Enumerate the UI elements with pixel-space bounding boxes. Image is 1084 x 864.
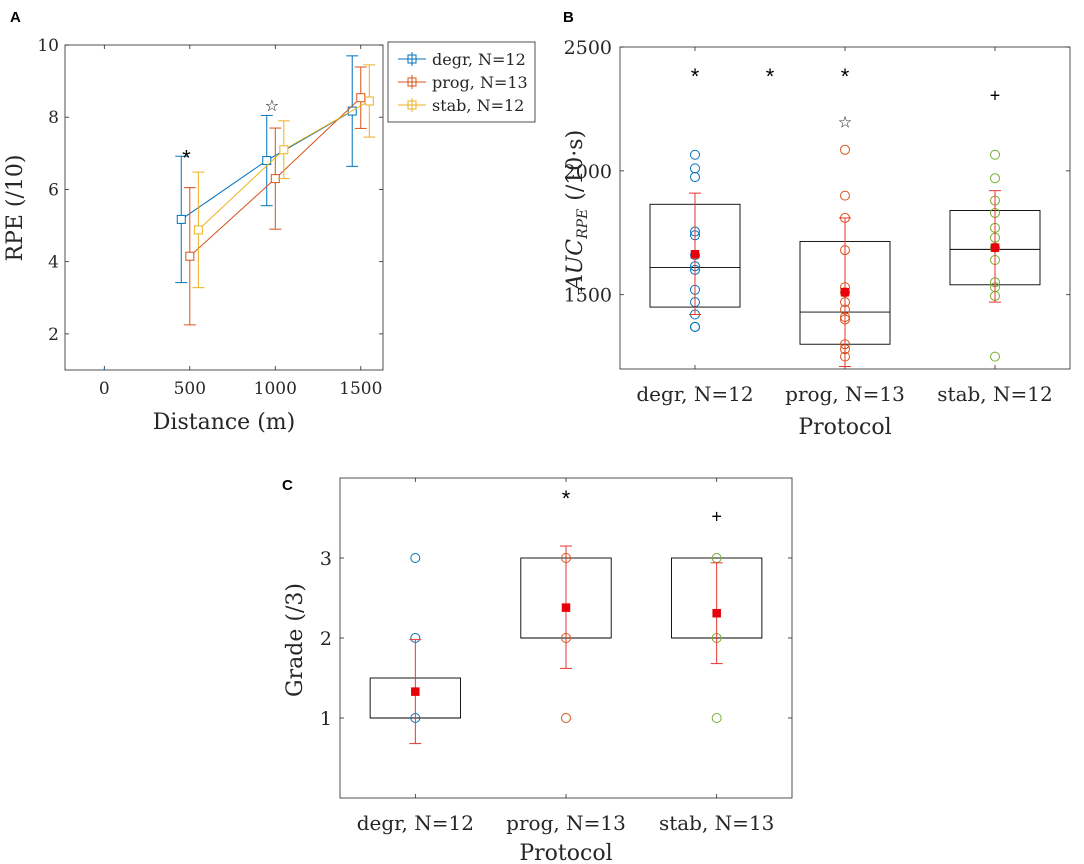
panel-b-data-point bbox=[690, 321, 700, 332]
panel-c-data-point bbox=[561, 713, 571, 723]
legend-degr-label: degr, N=12 bbox=[432, 50, 526, 69]
panel-a-xtick-label: 1000 bbox=[254, 379, 297, 399]
panel-b-data-point bbox=[990, 351, 1000, 362]
data-point-marker bbox=[176, 214, 186, 224]
panel-a-ticks: 0 500 1000 1500 2 4 6 8 10 bbox=[37, 36, 383, 399]
panel-b-data-point bbox=[690, 149, 700, 160]
panel-b-significance-mark: + bbox=[990, 85, 1001, 105]
data-point-marker bbox=[193, 225, 203, 235]
panel-c-significance-mark: + bbox=[711, 506, 722, 526]
panel-a-letter: A bbox=[10, 9, 21, 26]
panel-c-category-label: prog, N=13 bbox=[506, 811, 626, 835]
panel-c-plot-area: *+ bbox=[369, 486, 763, 745]
panel-a-xlabel: Distance (m) bbox=[153, 410, 295, 435]
panel-b-category-label: degr, N=12 bbox=[636, 382, 753, 406]
panel-b-ylabel-unit: (/10·s) bbox=[563, 130, 588, 201]
panel-a-xtick-label: 1500 bbox=[339, 379, 382, 399]
legend-stab-label: stab, N=12 bbox=[432, 96, 524, 115]
panel-b-ytick-label: 2000 bbox=[564, 161, 612, 183]
panel-a-ytick-label: 4 bbox=[48, 253, 59, 273]
significance-mark: * bbox=[182, 145, 191, 170]
panel-c-ytick-label: 1 bbox=[320, 708, 332, 730]
panel-b-significance-mark: * bbox=[691, 64, 700, 89]
panel-c-ytick-label: 3 bbox=[320, 548, 332, 570]
panel-b-data-point bbox=[690, 172, 700, 183]
panel-c-ytick-label: 2 bbox=[320, 628, 332, 650]
panel-c-xlabel: Protocol bbox=[519, 841, 612, 864]
panel-a-ytick-label: 8 bbox=[48, 108, 59, 128]
panel-b-data-point bbox=[840, 144, 850, 155]
panel-a-xtick-label: 0 bbox=[99, 379, 110, 399]
panel-c-mean-marker bbox=[411, 687, 420, 696]
panel-b-significance-mark: * bbox=[766, 64, 775, 89]
panel-c-ylabel: Grade (/3) bbox=[283, 583, 308, 697]
panel-a-ytick-label: 6 bbox=[48, 180, 59, 200]
legend-prog-label: prog, N=13 bbox=[432, 73, 528, 92]
panel-b-data-point bbox=[990, 173, 1000, 184]
panel-b-ticks: degr, N=12 prog, N=13 stab, N=12 1500 2000 25… bbox=[564, 37, 1070, 406]
panel-b-ylabel-sub: RPE bbox=[575, 209, 591, 240]
panel-c-mean-marker bbox=[712, 608, 721, 618]
panel-a-legend: degr, N=12 prog, N=13 stab, N=12 bbox=[387, 41, 536, 123]
panel-c-ticks: degr, N=12 prog, N=13 stab, N=13 1 2 3 bbox=[320, 478, 792, 835]
svg-text:AUCRPE(/10·s): AUCRPE (/10·s) bbox=[563, 130, 591, 292]
panel-b-significance-mark: * bbox=[841, 64, 850, 89]
significance-mark: ☆ bbox=[265, 98, 279, 115]
panel-a-xtick-label: 500 bbox=[174, 379, 206, 399]
panel-b-data-point bbox=[690, 163, 700, 174]
panel-b-significance-mark: ☆ bbox=[838, 114, 852, 131]
legend-prog-marker bbox=[407, 77, 417, 87]
data-point-marker bbox=[356, 93, 366, 103]
panel-c-category-label: stab, N=13 bbox=[659, 811, 774, 835]
panel-b-letter: B bbox=[563, 9, 574, 26]
panel-c-data-point bbox=[410, 553, 421, 563]
panel-a-axes-box bbox=[64, 44, 384, 371]
legend-stab-marker bbox=[407, 100, 417, 110]
legend-degr-marker bbox=[407, 54, 417, 64]
panel-a-ytick-label: 2 bbox=[48, 325, 59, 345]
panel-c-significance-mark: * bbox=[562, 486, 571, 511]
panel-b-mean-marker bbox=[690, 250, 700, 259]
data-point-marker bbox=[364, 96, 374, 106]
legend-entry-stab: stab, N=12 bbox=[398, 96, 524, 115]
panel-c-category-label: degr, N=12 bbox=[357, 811, 474, 835]
panel-c-data-point bbox=[711, 713, 722, 723]
panel-b-xlabel: Protocol bbox=[798, 415, 891, 440]
panel-b-category-label: prog, N=13 bbox=[785, 382, 905, 406]
data-point-marker bbox=[185, 251, 195, 261]
panel-b-category-label: stab, N=12 bbox=[937, 382, 1052, 406]
panel-a-ytick-label: 10 bbox=[37, 36, 59, 56]
data-point-marker bbox=[279, 145, 289, 155]
panel-b-ylabel-main: AUC bbox=[563, 239, 588, 292]
panel-b-data-point bbox=[840, 190, 850, 201]
panel-b-mean-marker bbox=[990, 243, 1000, 252]
panel-c-mean-marker bbox=[561, 603, 571, 612]
panel-a-ylabel: RPE (/10) bbox=[3, 155, 28, 262]
panel-b-ytick-label: 2500 bbox=[564, 37, 612, 59]
panel-a-plot-area: *☆ bbox=[175, 55, 376, 326]
panel-b-box-chart: degr, N=12 prog, N=13 stab, N=12 1500 2000 25… bbox=[563, 37, 1071, 440]
panel-b-mean-marker bbox=[840, 287, 850, 297]
panel-b-data-point bbox=[990, 149, 1000, 160]
panel-b-ylabel: AUCRPE (/10·s) bbox=[563, 130, 591, 292]
data-point-marker bbox=[262, 156, 272, 166]
panel-b-plot-area: * * * ☆ + bbox=[649, 64, 1041, 368]
legend-entry-prog: prog, N=13 bbox=[398, 73, 528, 92]
panel-c-letter: C bbox=[282, 477, 293, 494]
panel-b-ytick-label: 1500 bbox=[564, 285, 612, 307]
legend-entry-degr: degr, N=12 bbox=[398, 50, 526, 69]
